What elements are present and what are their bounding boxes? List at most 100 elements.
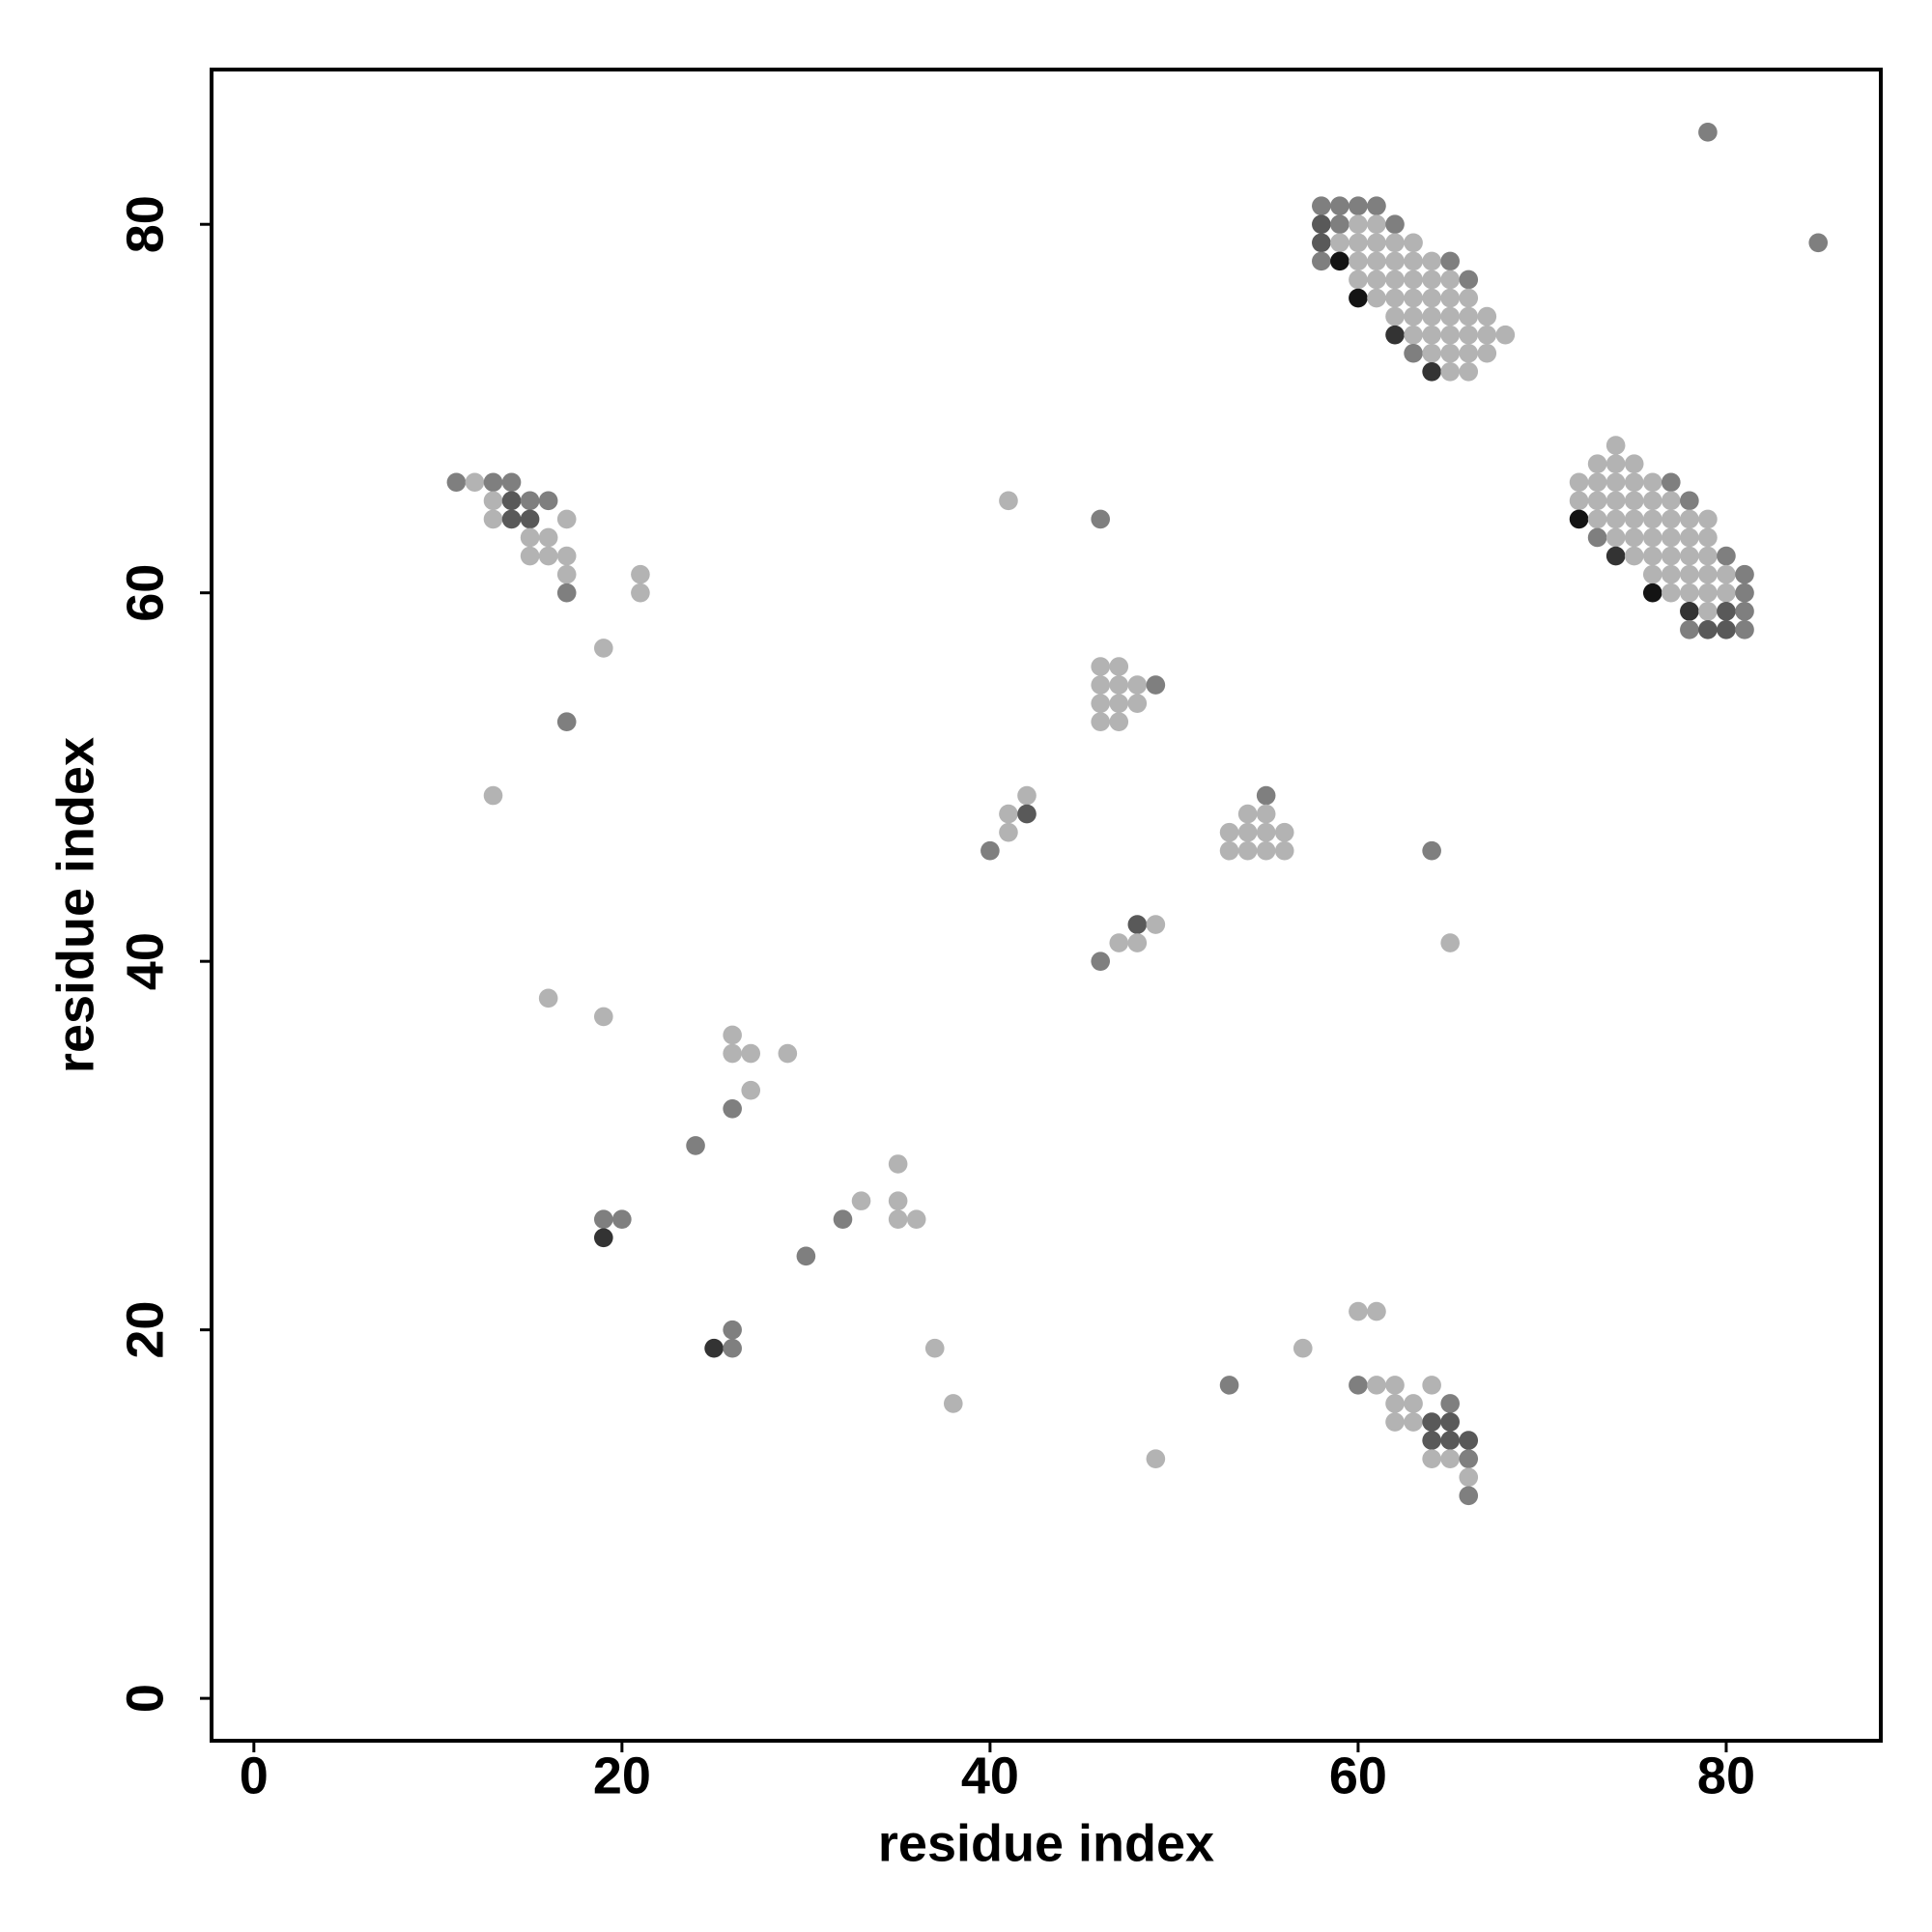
- contact-point: [1605, 527, 1626, 548]
- contact-point: [1477, 325, 1497, 345]
- contact-point: [1422, 362, 1441, 382]
- contact-point: [1127, 915, 1148, 934]
- contact-point: [888, 1209, 908, 1230]
- contact-point: [594, 1209, 613, 1230]
- contact-point: [888, 1154, 908, 1174]
- contact-point: [1422, 251, 1441, 271]
- contact-point: [1717, 582, 1736, 603]
- contact-point: [1091, 675, 1111, 695]
- contact-point: [1662, 527, 1681, 548]
- contact-point: [556, 582, 577, 603]
- contact-point: [612, 1209, 632, 1230]
- contact-point: [483, 785, 503, 806]
- contact-point: [1274, 822, 1294, 842]
- contact-point: [594, 1228, 613, 1248]
- contact-point: [483, 472, 503, 493]
- contact-point: [631, 582, 650, 603]
- contact-point: [483, 491, 503, 511]
- contact-point: [1367, 1301, 1386, 1321]
- contact-point: [556, 564, 577, 584]
- contact-point: [851, 1191, 871, 1210]
- contact-point: [538, 491, 558, 511]
- contact-point: [1735, 564, 1754, 584]
- contact-point: [1605, 491, 1626, 511]
- contact-point: [1459, 288, 1479, 308]
- contact-point: [1440, 270, 1460, 290]
- contact-point: [1662, 546, 1681, 566]
- contact-point: [1569, 509, 1589, 529]
- contact-point: [1385, 1412, 1405, 1432]
- contact-point: [1091, 509, 1111, 529]
- contact-point: [1349, 288, 1368, 308]
- contact-point: [1698, 527, 1718, 548]
- contact-point: [1404, 233, 1423, 253]
- contact-point: [1605, 454, 1626, 473]
- contact-point: [1422, 1412, 1441, 1432]
- contact-point: [1237, 804, 1258, 824]
- y-tick-label: 0: [116, 1684, 174, 1713]
- x-tick-label: 20: [593, 1747, 651, 1804]
- contact-point: [1808, 233, 1829, 253]
- contact-point: [1385, 306, 1405, 327]
- contact-point: [1605, 546, 1626, 566]
- contact-point: [1698, 601, 1718, 621]
- contact-point: [1440, 1449, 1460, 1468]
- contact-point: [501, 491, 522, 511]
- contact-point: [520, 509, 540, 529]
- contact-point: [1477, 343, 1497, 363]
- contact-point: [1680, 582, 1699, 603]
- contact-point: [1642, 564, 1662, 584]
- contact-point: [1624, 546, 1644, 566]
- contact-point: [1349, 251, 1368, 271]
- contact-point: [1367, 196, 1386, 215]
- contact-point: [1605, 509, 1626, 529]
- contact-point: [1422, 1431, 1441, 1450]
- contact-point: [1440, 1412, 1460, 1432]
- contact-point: [1459, 1486, 1479, 1506]
- x-tick-label: 80: [1697, 1747, 1755, 1804]
- contact-point: [1312, 233, 1331, 253]
- contact-point: [723, 1025, 742, 1045]
- contact-point: [906, 1209, 926, 1230]
- contact-point: [1642, 582, 1662, 603]
- contact-point: [594, 1007, 613, 1027]
- contact-point: [1440, 306, 1460, 327]
- contact-point: [1624, 509, 1644, 529]
- contact-point: [1404, 306, 1423, 327]
- contact-point: [1109, 933, 1129, 952]
- contact-point: [1459, 362, 1479, 382]
- contact-point: [1624, 454, 1644, 473]
- contact-point: [1367, 270, 1386, 290]
- contact-point: [999, 822, 1018, 842]
- contact-point: [1349, 1301, 1368, 1321]
- contact-point: [1698, 620, 1718, 639]
- contact-point: [686, 1136, 705, 1155]
- contact-point: [723, 1098, 742, 1119]
- contact-point: [1680, 509, 1699, 529]
- contact-point: [1256, 804, 1276, 824]
- contact-point: [1349, 270, 1368, 290]
- x-axis-title: residue index: [878, 1814, 1214, 1872]
- contact-point: [1404, 1394, 1423, 1413]
- contact-point: [1605, 436, 1626, 455]
- contact-point: [1146, 1449, 1166, 1468]
- contact-point: [1404, 288, 1423, 308]
- contact-point: [1587, 509, 1607, 529]
- contact-point: [520, 546, 540, 566]
- contact-point: [1256, 840, 1276, 861]
- contact-point: [1587, 454, 1607, 473]
- contact-point: [1717, 546, 1736, 566]
- contact-point: [1091, 694, 1111, 713]
- contact-point: [538, 546, 558, 566]
- contact-point: [1624, 527, 1644, 548]
- contact-point: [1569, 472, 1589, 493]
- contact-point: [1698, 123, 1718, 142]
- contact-point: [1330, 196, 1350, 215]
- contact-point: [1017, 804, 1037, 824]
- contact-point: [1330, 214, 1350, 235]
- contact-point: [1146, 915, 1166, 934]
- contact-point: [520, 527, 540, 548]
- contact-point: [1404, 343, 1423, 363]
- contact-point: [501, 472, 522, 493]
- contact-point: [1440, 343, 1460, 363]
